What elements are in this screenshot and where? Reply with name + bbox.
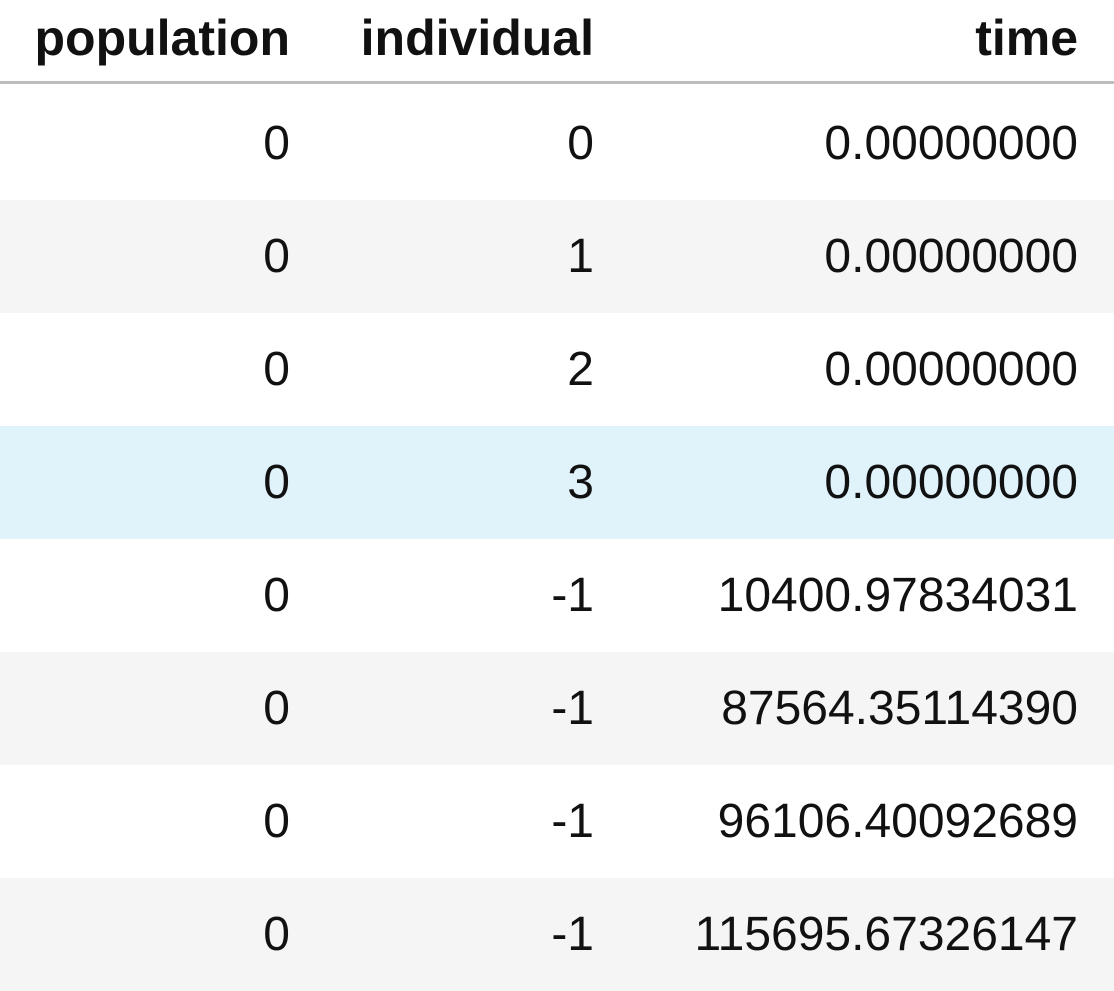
cell-time: 0.00000000 xyxy=(824,117,1078,170)
cell-individual: -1 xyxy=(551,569,594,622)
table-row[interactable]: 0 1 0.00000000 xyxy=(0,200,1114,313)
cell-time: 87564.35114390 xyxy=(721,682,1078,735)
cell-population: 0 xyxy=(263,456,290,509)
cell-population: 0 xyxy=(263,682,290,735)
cell-time: 0.00000000 xyxy=(824,456,1078,509)
column-header-individual[interactable]: individual xyxy=(360,9,594,66)
column-header-time[interactable]: time xyxy=(975,9,1078,66)
cell-time: 0.00000000 xyxy=(824,230,1078,283)
table-header: population individual time xyxy=(0,0,1114,84)
cell-population: 0 xyxy=(263,569,290,622)
cell-individual: 3 xyxy=(567,456,594,509)
cell-individual: 2 xyxy=(567,343,594,396)
cell-population: 0 xyxy=(263,117,290,170)
cell-individual: 0 xyxy=(567,117,594,170)
cell-individual: 1 xyxy=(567,230,594,283)
cell-individual: -1 xyxy=(551,795,594,848)
cell-population: 0 xyxy=(263,795,290,848)
column-header-population[interactable]: population xyxy=(34,9,291,66)
table-row[interactable]: 0 2 0.00000000 xyxy=(0,313,1114,426)
table-row[interactable]: 0 -1 87564.35114390 xyxy=(0,652,1114,765)
table-row[interactable]: 0 -1 96106.40092689 xyxy=(0,765,1114,878)
cell-time: 10400.97834031 xyxy=(717,569,1078,622)
table-row[interactable]: 0 -1 10400.97834031 xyxy=(0,539,1114,652)
cell-time: 115695.67326147 xyxy=(694,908,1078,961)
cell-time: 96106.40092689 xyxy=(717,795,1078,848)
cell-time: 0.00000000 xyxy=(824,343,1078,396)
cell-population: 0 xyxy=(263,230,290,283)
table-row[interactable]: 0 3 0.00000000 xyxy=(0,426,1114,539)
cell-individual: -1 xyxy=(551,908,594,961)
cell-population: 0 xyxy=(263,343,290,396)
cell-individual: -1 xyxy=(551,682,594,735)
cell-population: 0 xyxy=(263,908,290,961)
table-row[interactable]: 0 -1 115695.67326147 xyxy=(0,878,1114,991)
table-row[interactable]: 0 0 0.00000000 xyxy=(0,87,1114,200)
